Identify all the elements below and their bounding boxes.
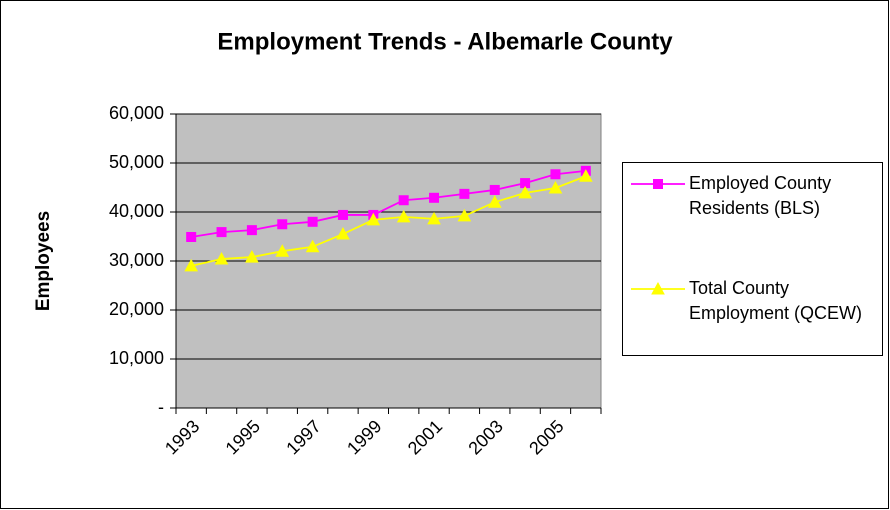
marker — [459, 188, 470, 199]
y-tick-label: 40,000 — [109, 201, 164, 221]
marker — [337, 209, 348, 220]
y-axis-label: Employees — [33, 211, 54, 311]
marker — [427, 211, 441, 225]
marker — [653, 179, 663, 189]
marker — [186, 231, 197, 242]
marker — [307, 216, 318, 227]
marker — [396, 209, 411, 223]
y-tick-label: - — [158, 397, 164, 417]
y-tick-label: 50,000 — [109, 152, 164, 172]
legend-swatch — [631, 179, 685, 189]
legend-swatch — [631, 281, 685, 295]
y-tick-label: 20,000 — [109, 299, 164, 319]
marker — [518, 185, 532, 199]
legend-label: Total County Employment (QCEW) — [689, 278, 863, 323]
marker — [246, 225, 257, 236]
legend: Employed County Residents (BLS) Total Cou… — [622, 162, 883, 356]
y-tick-label: 60,000 — [109, 103, 164, 123]
marker — [548, 180, 563, 194]
y-tick-label: 30,000 — [109, 250, 164, 270]
marker — [651, 281, 665, 295]
marker — [457, 208, 472, 222]
marker — [398, 195, 409, 206]
series-line — [191, 169, 586, 238]
marker — [275, 244, 290, 257]
legend-entry: Total County Employment (QCEW) — [629, 276, 879, 326]
marker — [489, 184, 500, 195]
legend-entry: Employed County Residents (BLS) — [629, 171, 879, 221]
marker — [214, 251, 229, 265]
marker — [277, 219, 288, 230]
marker — [305, 239, 320, 253]
marker — [366, 212, 381, 226]
marker — [245, 250, 259, 263]
series-line — [190, 175, 587, 267]
marker — [429, 192, 440, 203]
chart-title: Employment Trends - Albemarle County — [217, 28, 673, 55]
marker — [550, 169, 561, 180]
marker — [336, 227, 350, 240]
marker — [578, 169, 593, 182]
marker — [487, 195, 502, 208]
marker — [216, 227, 227, 238]
y-tick-label: 10,000 — [109, 348, 164, 368]
marker — [184, 258, 199, 272]
legend-label: Employed County Residents (BLS) — [689, 173, 832, 218]
